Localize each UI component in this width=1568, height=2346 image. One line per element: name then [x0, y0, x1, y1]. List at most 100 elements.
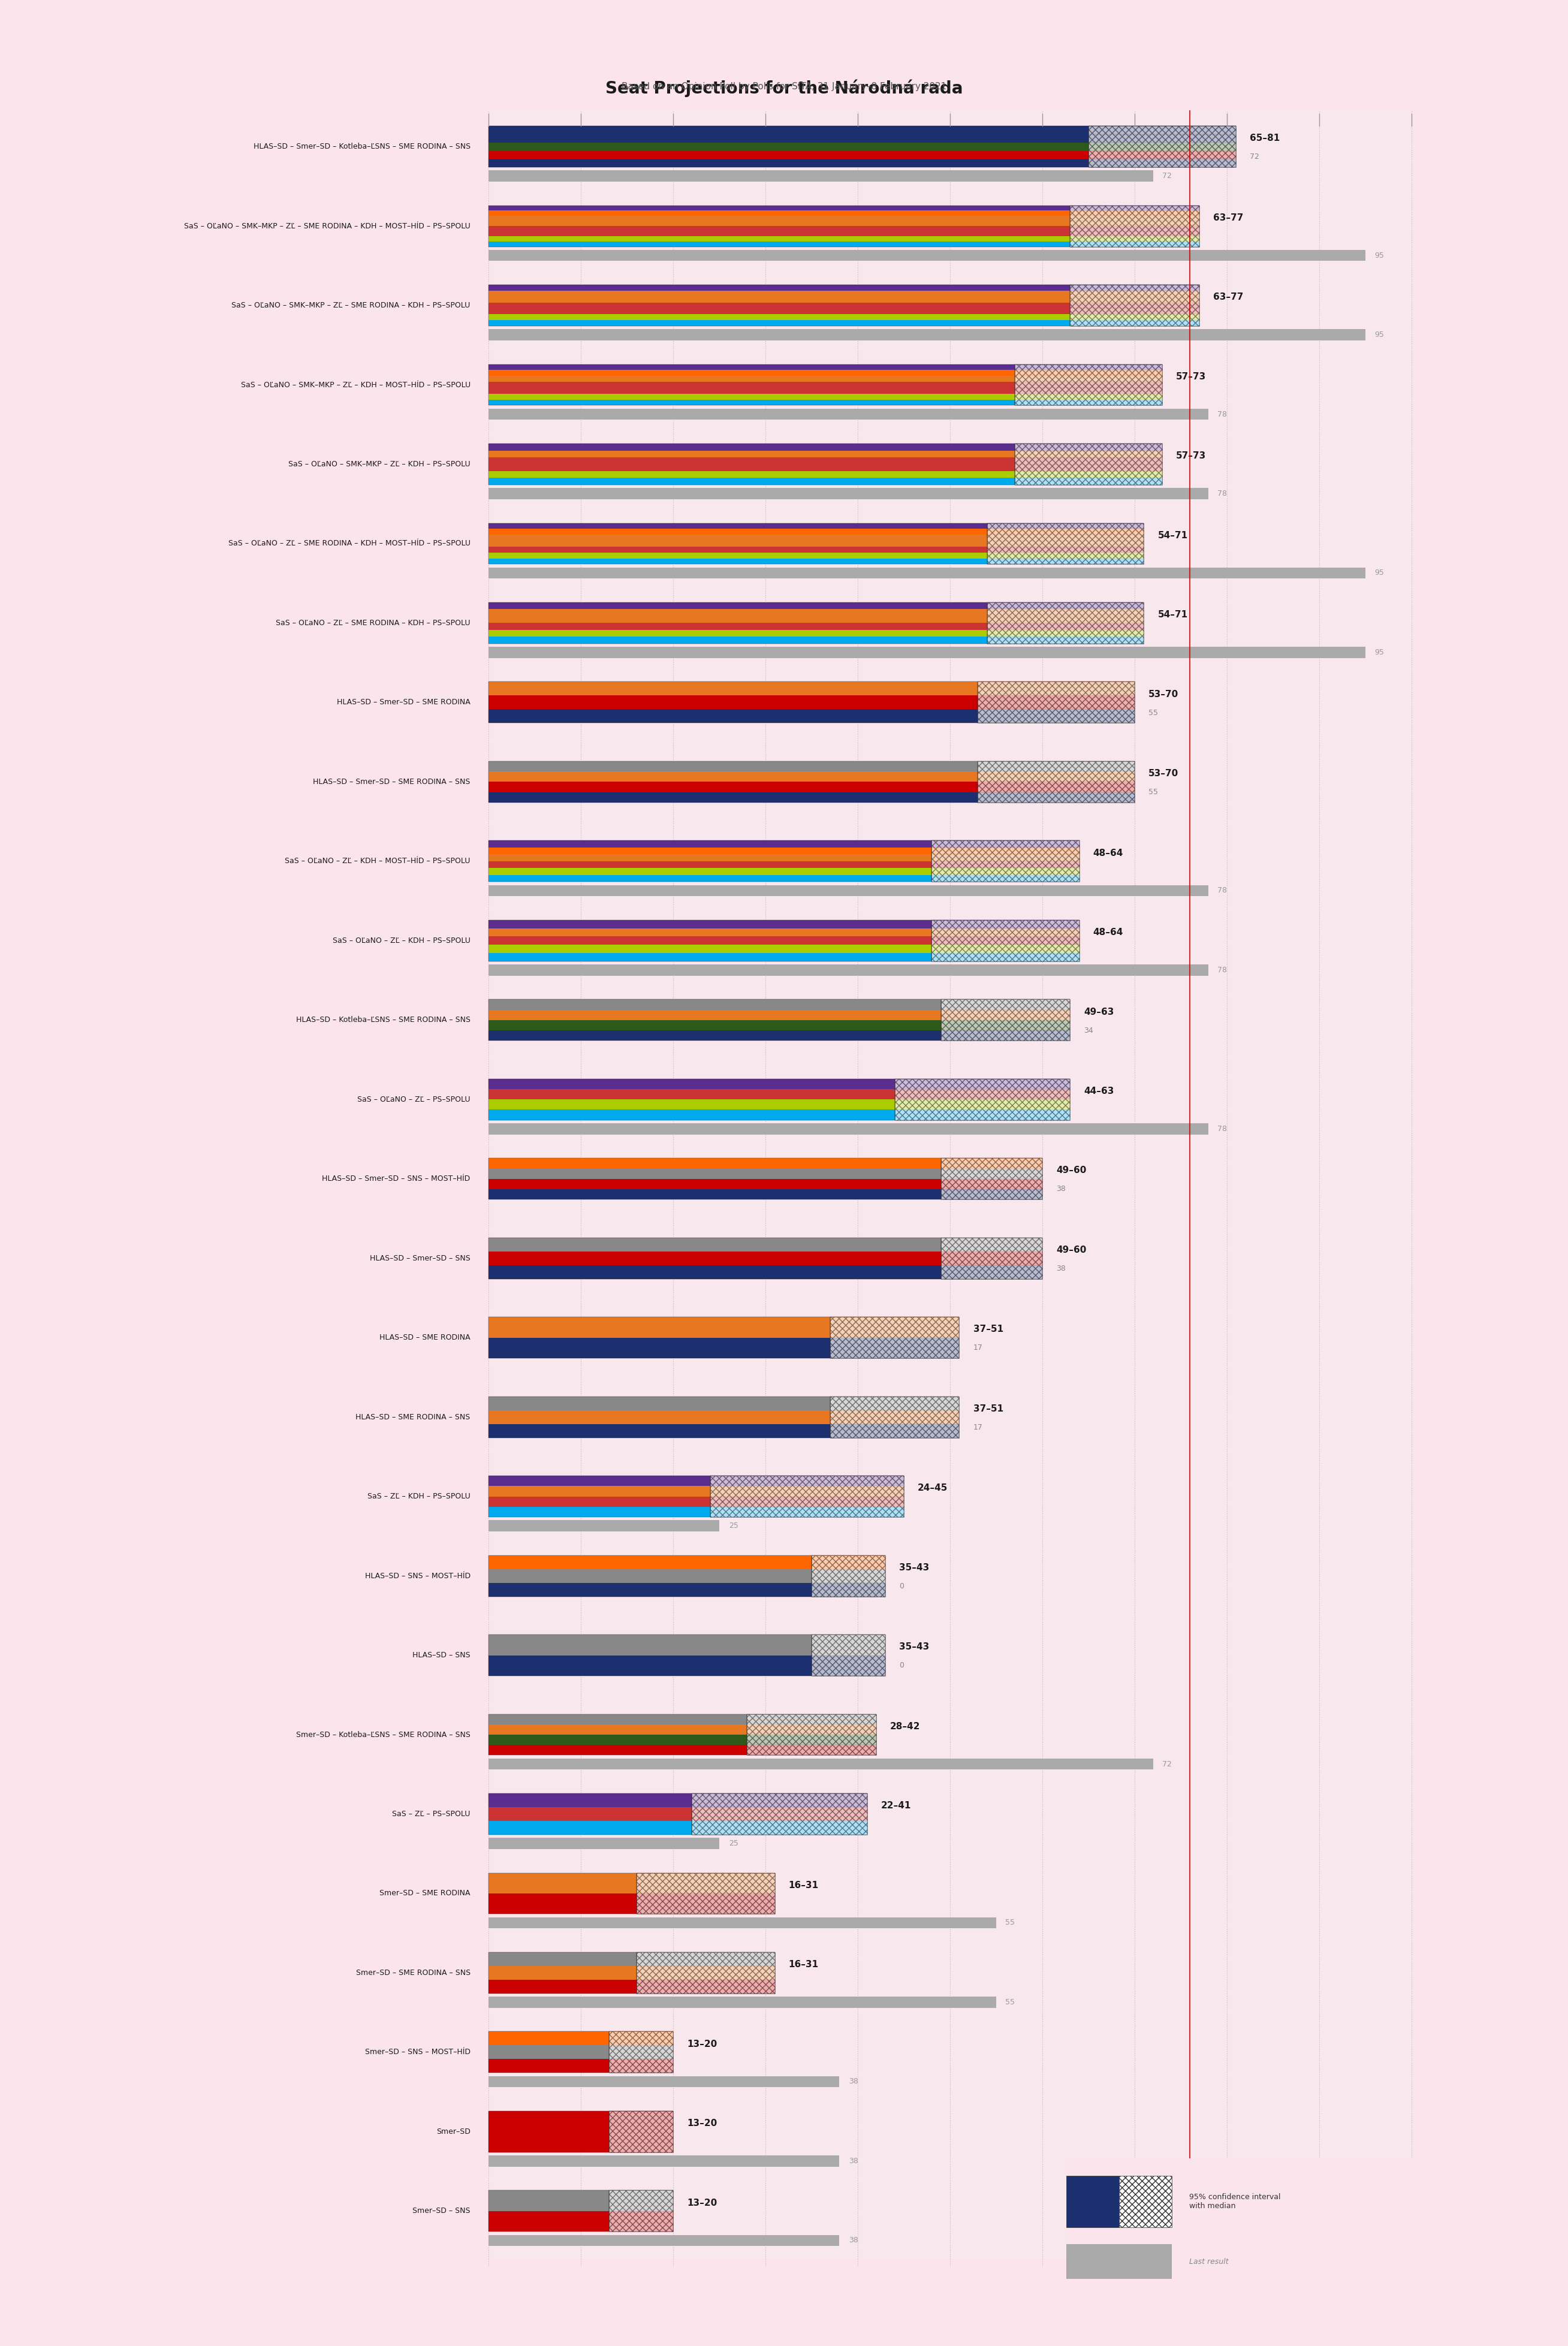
Bar — [986, 636, 1143, 643]
Bar — [1088, 160, 1236, 167]
Bar — [986, 603, 1143, 643]
Bar — [489, 1178, 941, 1189]
Text: 13–20: 13–20 — [687, 2198, 717, 2208]
Bar — [978, 760, 1135, 772]
Bar — [489, 1952, 637, 1994]
Bar — [489, 2191, 608, 2210]
Bar — [710, 1497, 903, 1506]
Text: 57–73: 57–73 — [1176, 450, 1206, 460]
Bar — [931, 929, 1079, 936]
Text: SaS – OĽaNO – SMK–MKP – ZĽ – SME RODINA – KDH – MOST–HÍD – PS–SPOLU: SaS – OĽaNO – SMK–MKP – ZĽ – SME RODINA … — [183, 223, 470, 230]
Bar — [489, 568, 1366, 579]
Bar — [895, 1079, 1069, 1119]
Text: SaS – ZĽ – KDH – PS–SPOLU: SaS – ZĽ – KDH – PS–SPOLU — [367, 1492, 470, 1501]
Bar — [978, 683, 1135, 723]
Text: HLAS–SD – Smer–SD – SNS: HLAS–SD – Smer–SD – SNS — [370, 1255, 470, 1262]
Bar — [1014, 465, 1162, 472]
Bar — [489, 683, 978, 694]
Bar — [931, 854, 1079, 861]
Bar — [489, 2111, 608, 2151]
Bar — [489, 854, 931, 861]
Bar — [895, 1100, 1069, 1110]
Bar — [608, 2111, 673, 2151]
Bar — [489, 303, 1069, 307]
Bar — [489, 929, 931, 936]
Text: 72: 72 — [1162, 1759, 1171, 1769]
Bar — [812, 1635, 886, 1656]
Bar — [489, 364, 1014, 371]
Bar — [1088, 127, 1236, 167]
Bar — [746, 1715, 877, 1724]
Text: 17: 17 — [974, 1424, 983, 1431]
Bar — [489, 251, 1366, 260]
Bar — [489, 75, 1411, 2259]
Text: HLAS–SD – SME RODINA – SNS: HLAS–SD – SME RODINA – SNS — [356, 1412, 470, 1422]
Bar — [608, 2032, 673, 2074]
Bar — [1014, 450, 1162, 457]
Text: 55: 55 — [1148, 788, 1159, 795]
Title: Seat Projections for the Národná rada: Seat Projections for the Národná rada — [605, 80, 963, 96]
Text: Smer–SD – SME RODINA: Smer–SD – SME RODINA — [379, 1889, 470, 1898]
Bar — [691, 1820, 867, 1835]
Bar — [1069, 296, 1200, 303]
Bar — [1069, 206, 1200, 211]
Bar — [1014, 465, 1162, 472]
Text: 48–64: 48–64 — [1093, 849, 1123, 859]
Bar — [489, 387, 1014, 394]
Bar — [489, 683, 978, 723]
Text: 63–77: 63–77 — [1214, 213, 1243, 223]
Bar — [489, 216, 1069, 221]
Bar — [829, 1337, 960, 1358]
Bar — [986, 603, 1143, 643]
Bar — [637, 1872, 775, 1893]
Bar — [1069, 216, 1200, 221]
Bar — [978, 683, 1135, 694]
Bar — [746, 1724, 877, 1734]
Bar — [489, 1966, 637, 1980]
Bar — [1069, 291, 1200, 296]
Text: 16–31: 16–31 — [789, 1961, 818, 1968]
Bar — [986, 523, 1143, 565]
Bar — [1014, 457, 1162, 465]
Bar — [489, 160, 1088, 167]
Text: 37–51: 37–51 — [974, 1325, 1004, 1335]
Bar — [489, 296, 1069, 303]
Bar — [1069, 296, 1200, 303]
Bar — [691, 1806, 867, 1820]
Bar — [931, 847, 1079, 854]
Text: SaS – OĽaNO – ZĽ – KDH – MOST–HÍD – PS–SPOLU: SaS – OĽaNO – ZĽ – KDH – MOST–HÍD – PS–S… — [285, 856, 470, 866]
Bar — [829, 1410, 960, 1424]
Bar — [931, 840, 1079, 882]
Bar — [829, 1410, 960, 1424]
Bar — [941, 1264, 1043, 1279]
Bar — [489, 1724, 746, 1734]
Bar — [1069, 206, 1200, 246]
Bar — [1069, 211, 1200, 216]
Bar — [1014, 375, 1162, 382]
Bar — [1014, 472, 1162, 479]
Bar — [812, 1584, 886, 1598]
Bar — [978, 781, 1135, 793]
Bar — [489, 314, 1069, 319]
Text: 55: 55 — [1148, 708, 1159, 716]
Bar — [489, 1497, 710, 1506]
Text: HLAS–SD – SNS – MOST–HÍD: HLAS–SD – SNS – MOST–HÍD — [365, 1572, 470, 1579]
Bar — [489, 840, 931, 847]
Bar — [978, 772, 1135, 781]
Bar — [931, 875, 1079, 882]
Bar — [489, 631, 986, 636]
Text: Smer–SD – Kotleba–ĽSNS – SME RODINA – SNS: Smer–SD – Kotleba–ĽSNS – SME RODINA – SN… — [296, 1731, 470, 1738]
Bar — [941, 999, 1069, 1042]
Bar — [1088, 143, 1236, 150]
Bar — [812, 1555, 886, 1569]
Bar — [489, 399, 1014, 406]
Bar — [608, 2046, 673, 2060]
Bar — [1069, 284, 1200, 326]
Bar — [710, 1506, 903, 1518]
Bar — [489, 488, 1209, 500]
Bar — [931, 945, 1079, 952]
Bar — [489, 840, 931, 882]
Bar — [931, 952, 1079, 962]
Text: 72: 72 — [1250, 152, 1259, 162]
Bar — [608, 2111, 673, 2151]
